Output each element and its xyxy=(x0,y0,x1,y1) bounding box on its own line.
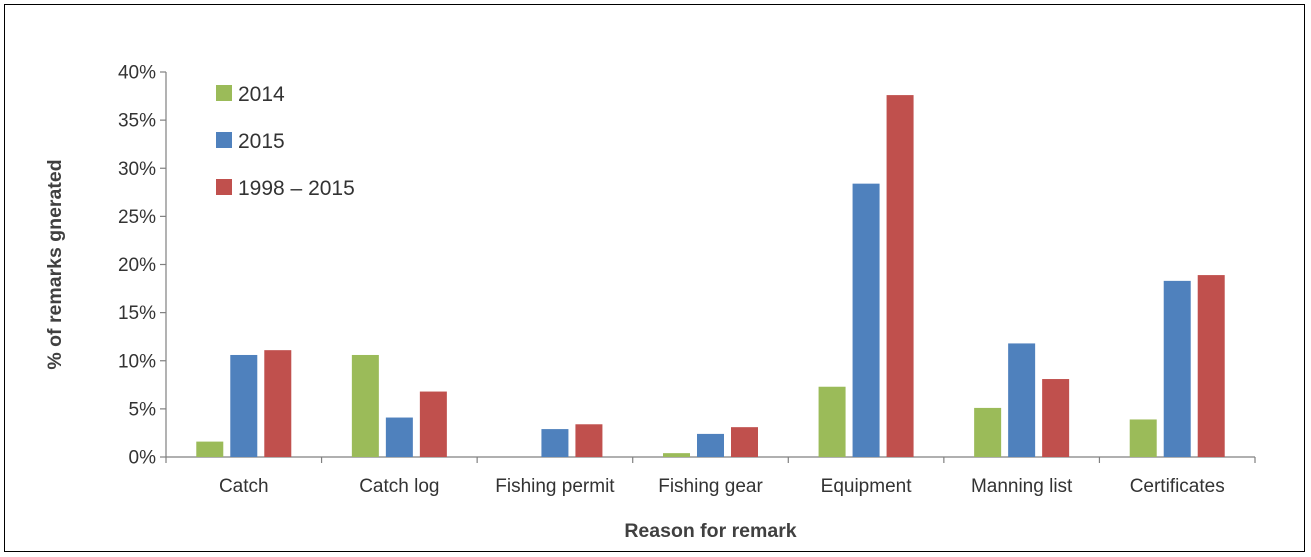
y-tick-label: 25% xyxy=(118,207,156,228)
bar-2014-manning-list xyxy=(974,407,1002,457)
bar-1998-2015-certificates xyxy=(1197,275,1225,457)
x-category-label: Catch log xyxy=(359,476,439,497)
x-category-label: Manning list xyxy=(971,476,1073,497)
x-category-label: Fishing gear xyxy=(658,476,763,497)
y-tick-label: 10% xyxy=(118,351,156,372)
legend-label: 1998 – 2015 xyxy=(238,177,355,200)
legend-label: 2014 xyxy=(238,83,285,106)
bar-2015-manning-list xyxy=(1008,343,1036,457)
bar-2014-catch-log xyxy=(351,354,379,457)
chart-frame: 0% 5% 10% 15% 20% 25% 30% 35% 40% Catch Catch log… xyxy=(4,4,1305,552)
y-tick-label: 40% xyxy=(118,63,156,84)
bar-2015-catch-log xyxy=(385,417,413,457)
x-axis: Catch Catch log Fishing permit Fishing gear… xyxy=(165,456,1256,497)
y-axis-title: % of remarks gnerated xyxy=(44,159,66,369)
y-tick-label: 30% xyxy=(118,159,156,180)
bar-1998-2015-fishing-gear xyxy=(731,427,758,457)
bar-2015-fishing-gear xyxy=(697,433,724,457)
bar-2014-fishing-gear xyxy=(663,453,690,457)
legend: 2014 2015 1998 – 2015 xyxy=(216,83,355,200)
bar-2015-catch xyxy=(230,354,258,457)
bar-1998-2015-manning-list xyxy=(1042,379,1070,457)
bars xyxy=(196,95,1225,457)
x-category-label: Fishing permit xyxy=(495,476,615,497)
legend-label: 2015 xyxy=(238,130,285,153)
x-category-label: Equipment xyxy=(821,476,913,497)
x-category-label: Certificates xyxy=(1130,476,1225,497)
bar-2014-catch xyxy=(196,441,224,457)
legend-swatch xyxy=(216,179,232,195)
bar-chart: 0% 5% 10% 15% 20% 25% 30% 35% 40% Catch Catch log… xyxy=(44,63,1256,542)
bar-2015-equipment xyxy=(852,183,880,457)
legend-swatch xyxy=(216,85,232,101)
y-tick-label: 20% xyxy=(118,255,156,276)
y-tick-label: 5% xyxy=(129,399,157,420)
x-axis-title: Reason for remark xyxy=(624,520,796,542)
bar-1998-2015-fishing-permit xyxy=(575,424,603,457)
x-category-label: Catch xyxy=(219,476,269,497)
bar-1998-2015-catch xyxy=(264,350,292,457)
y-axis: 0% 5% 10% 15% 20% 25% 30% 35% 40% xyxy=(118,63,167,469)
y-tick-label: 35% xyxy=(118,111,156,132)
bar-1998-2015-equipment xyxy=(886,95,914,457)
bar-2014-certificates xyxy=(1129,419,1157,457)
y-tick-label: 15% xyxy=(118,303,156,324)
bar-2015-fishing-permit xyxy=(541,429,569,457)
bar-2015-certificates xyxy=(1163,280,1191,457)
bar-2014-equipment xyxy=(818,386,846,457)
legend-swatch xyxy=(216,132,232,148)
y-tick-label: 0% xyxy=(129,448,157,469)
bar-1998-2015-catch-log xyxy=(419,391,447,457)
